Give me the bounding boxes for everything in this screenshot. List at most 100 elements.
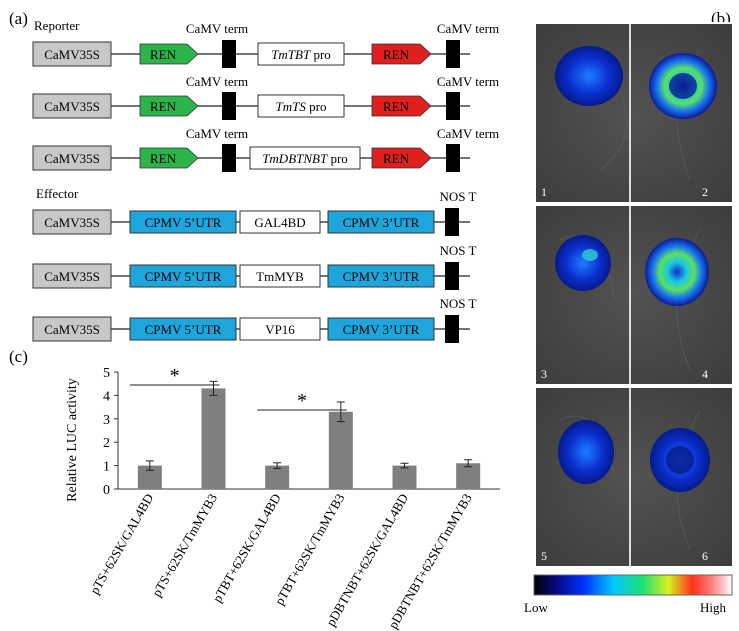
leaf-number: 5 [541, 549, 547, 563]
panel-c: (c) Relative LUC activity 0 1 2 3 4 5 pTS+62SK… [9, 347, 500, 631]
utr3-label: CPMV 3’UTR [343, 269, 420, 284]
intensity-colorbar [533, 574, 733, 596]
camv35s-label: CaMV35S [44, 215, 100, 230]
ren-label: REN [383, 151, 410, 166]
leaf-number: 1 [541, 185, 547, 199]
target-promoter-label: TmDBTNBT pro [262, 151, 348, 166]
target-promoter-box [257, 94, 345, 118]
ren-green-arrow [139, 147, 199, 169]
leaf-number: 2 [702, 185, 708, 199]
y-tick-label: 2 [103, 436, 110, 451]
terminator-block [446, 92, 460, 120]
scale-low-label: Low [524, 600, 548, 615]
target-promoter-label: TmTS pro [276, 99, 327, 114]
reporter-construct: CaMV35S REN CaMV term TmDBTNBT pro REN C… [32, 126, 499, 172]
ren-red-arrow [371, 43, 432, 65]
bar-chart: 012345pTS+62SK/GAL4BDpTS+62SK/TmMYB3pTBT… [87, 365, 500, 631]
significance-star: * [297, 390, 307, 412]
nos-term-label: NOS T [440, 189, 477, 204]
leaf-image-bottom: 5 6 [536, 388, 732, 566]
panel-b: (b) 1 2 3 4 [524, 9, 734, 615]
ren-label: REN [150, 47, 177, 62]
effector-construct: CaMV35S CPMV 5’UTR GAL4BD CPMV 3’UTR NOS… [32, 189, 477, 236]
effector-label: Effector [36, 186, 79, 201]
y-tick-label: 5 [103, 366, 110, 381]
effector-construct: CaMV35S CPMV 5’UTR TmMYB CPMV 3’UTR NOS … [32, 243, 477, 290]
ren-green-arrow [139, 43, 199, 65]
leaf-image-middle: 3 4 [536, 206, 732, 384]
leaf-number: 6 [702, 549, 708, 563]
scale-high-label: High [700, 600, 727, 615]
terminator-block [222, 40, 236, 68]
camv35s-label: CaMV35S [44, 269, 100, 284]
reporter-construct: CaMV35S REN CaMV term TmTBT pro REN CaMV… [32, 21, 499, 68]
camv35s-label: CaMV35S [44, 151, 100, 166]
utr5-box [129, 210, 237, 234]
leaf-image-top: 1 2 [536, 24, 732, 202]
x-tick-label: pTBT+62SK/GAL4BD [209, 491, 283, 605]
reporter-label: Reporter [34, 18, 80, 33]
effector-gene-box [239, 264, 321, 288]
x-tick-label: pTS+62SK/GAL4BD [87, 491, 157, 597]
camv-term-label: CaMV term [186, 126, 248, 141]
bar [201, 388, 226, 489]
y-tick-label: 4 [103, 389, 110, 404]
camv35s-label: CaMV35S [44, 322, 100, 337]
utr3-label: CPMV 3’UTR [343, 215, 420, 230]
luminescence-spot [555, 46, 623, 106]
ren-green-arrow [139, 95, 199, 117]
utr5-box [129, 264, 237, 288]
bar [137, 465, 162, 489]
bar [456, 463, 481, 489]
ren-label: REN [150, 99, 177, 114]
leaf-number: 3 [541, 367, 547, 381]
camv35s-box [32, 145, 112, 171]
camv-term-label: CaMV term [437, 126, 499, 141]
utr5-label: CPMV 5’UTR [145, 269, 222, 284]
nos-term-label: NOS T [440, 296, 477, 311]
ren-label: REN [150, 151, 177, 166]
effector-gene-label: GAL4BD [254, 215, 305, 230]
ren-label: REN [383, 99, 410, 114]
reporter-construct: CaMV35S REN CaMV term TmTS pro REN CaMV … [32, 74, 499, 120]
camv35s-box [32, 316, 112, 342]
nos-term-label: NOS T [440, 243, 477, 258]
x-tick-label: pTBT+62SK/TmMYB3 [272, 491, 348, 607]
terminator-block [445, 262, 459, 290]
utr3-box [327, 264, 435, 288]
terminator-block [445, 208, 459, 236]
ren-label: REN [383, 47, 410, 62]
camv35s-label: CaMV35S [44, 99, 100, 114]
utr3-box [327, 317, 435, 341]
utr5-label: CPMV 5’UTR [145, 215, 222, 230]
luminescence-spot [555, 235, 611, 291]
utr3-label: CPMV 3’UTR [343, 322, 420, 337]
utr3-box [327, 210, 435, 234]
utr5-label: CPMV 5’UTR [145, 322, 222, 337]
bar [392, 465, 417, 489]
panel-a: (a) Reporter CaMV35S REN CaMV term TmTBT… [9, 9, 499, 343]
effector-construct: CaMV35S CPMV 5’UTR VP16 CPMV 3’UTR NOS T [32, 296, 477, 343]
leaf-number: 4 [702, 367, 708, 381]
bar [265, 465, 290, 489]
terminator-block [446, 144, 460, 172]
y-tick-label: 1 [103, 460, 110, 475]
terminator-block [222, 144, 236, 172]
effector-gene-box [239, 317, 321, 341]
camv-term-label: CaMV term [437, 21, 499, 36]
terminator-block [446, 40, 460, 68]
luminescence-spot [558, 420, 614, 484]
ren-red-arrow [371, 147, 432, 169]
target-promoter-box [257, 42, 345, 66]
y-tick-label: 0 [103, 483, 110, 498]
effector-gene-box [239, 210, 321, 234]
panel-c-label: (c) [9, 347, 28, 366]
y-axis-label: Relative LUC activity [65, 378, 80, 502]
camv35s-box [32, 41, 112, 67]
luminescence-spot [645, 238, 709, 306]
camv35s-box [32, 93, 112, 119]
effector-gene-label: VP16 [265, 322, 295, 337]
bar [328, 411, 353, 489]
effector-gene-label: TmMYB [256, 269, 304, 284]
